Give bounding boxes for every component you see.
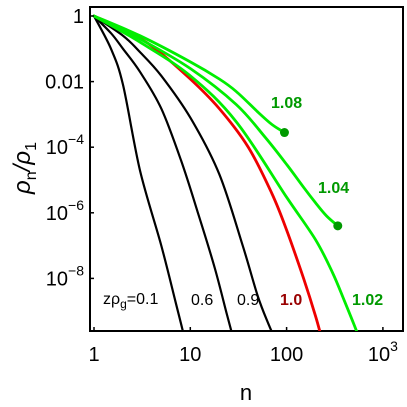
curves — [92, 14, 359, 331]
x-tick-label-2: 10 — [179, 344, 201, 366]
y-label-rho: ρ — [9, 180, 36, 195]
series-3-label: 0.9 — [237, 292, 259, 309]
plot-frame — [89, 6, 404, 332]
series-4-label: 1.0 — [280, 292, 302, 309]
y-tick-label-2: 0.01 — [45, 72, 84, 94]
series-6-endpoint — [333, 221, 343, 231]
y-label-slash-rho: /ρ — [9, 151, 36, 174]
y-label-sub-n: n — [23, 171, 40, 180]
y-tick-label-1: 1 — [73, 6, 84, 28]
x-ticks: 1 10 100 103 — [88, 327, 398, 366]
y-tick-label-3: 10−4 — [46, 131, 84, 159]
y-ticks: 1 0.01 10−4 10−6 10−8 — [45, 6, 94, 290]
series-3-line — [92, 14, 273, 331]
x-tick-label-1: 1 — [88, 344, 99, 366]
series-2-label: 0.6 — [191, 292, 213, 309]
series-1-label: zρg=0.1 — [103, 291, 158, 311]
x-tick-label-3: 100 — [270, 344, 303, 366]
y-axis-label: ρn/ρ1 — [9, 142, 40, 195]
series-7-line — [92, 14, 286, 134]
y-tick-label-4: 10−6 — [46, 197, 84, 225]
y-label-sub-1: 1 — [23, 142, 40, 151]
series-6-label: 1.04 — [318, 180, 349, 197]
x-tick-label-4: 103 — [368, 338, 398, 366]
series-7-label: 1.08 — [271, 95, 302, 112]
series-5-label: 1.02 — [352, 292, 383, 309]
y-tick-label-5: 10−8 — [46, 262, 84, 290]
series-5-line — [92, 14, 359, 331]
series-1-line — [92, 14, 184, 331]
series-labels: zρg=0.1 0.6 0.9 1.0 1.02 1.04 1.08 — [103, 95, 383, 311]
series-6-line — [92, 14, 340, 228]
svg-text:ρn/ρ1: ρn/ρ1 — [9, 142, 40, 195]
x-axis-label: n — [240, 380, 252, 405]
series-7-endpoint — [279, 128, 289, 138]
series-2-line — [92, 14, 233, 331]
